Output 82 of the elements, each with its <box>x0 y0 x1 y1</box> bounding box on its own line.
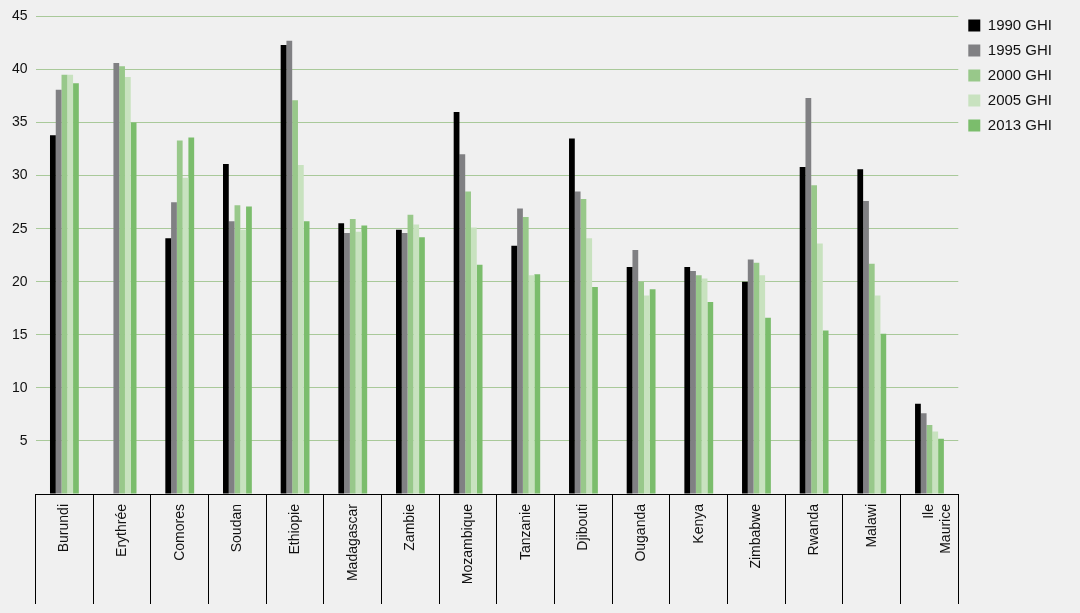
x-tick-label: Djibouti <box>574 504 591 551</box>
bar <box>695 275 702 494</box>
legend-label: 2000 GHI <box>987 65 1053 83</box>
y-tick-label: 30 <box>11 166 28 183</box>
bar <box>638 281 644 494</box>
bar <box>517 208 523 494</box>
x-tick-label: Mozambique <box>458 503 475 585</box>
bar <box>817 243 823 494</box>
legend-label: 1995 GHI <box>987 40 1053 58</box>
bar <box>643 295 650 494</box>
bar <box>690 271 696 494</box>
bar <box>413 224 420 494</box>
y-tick-label: 45 <box>11 7 28 24</box>
bar <box>592 287 598 494</box>
bar <box>920 413 927 494</box>
bar <box>344 232 350 494</box>
bar <box>176 140 183 494</box>
x-tick-label: Erythrée <box>112 503 129 557</box>
y-tick-label: 40 <box>11 60 28 77</box>
bar <box>246 206 252 494</box>
bar <box>811 185 817 494</box>
bar <box>240 229 247 494</box>
bar <box>73 83 79 494</box>
bar <box>822 330 829 494</box>
y-tick-label: 35 <box>11 113 28 130</box>
bar <box>470 227 477 494</box>
bar <box>459 154 466 494</box>
x-tick-label: Rwanda <box>804 503 821 556</box>
bar <box>171 202 177 494</box>
legend-label: 2013 GHI <box>987 115 1053 133</box>
bar <box>574 191 581 494</box>
legend-label: 2005 GHI <box>987 90 1053 108</box>
bar <box>303 221 310 494</box>
bar <box>868 263 875 494</box>
x-tick-label: Comores <box>170 504 187 561</box>
y-tick-label: 5 <box>19 431 28 448</box>
bar <box>67 74 74 494</box>
bar <box>747 259 754 494</box>
bar <box>932 431 939 494</box>
bar <box>419 237 425 494</box>
bar <box>228 221 235 494</box>
y-tick-label: 10 <box>11 378 28 395</box>
bar <box>765 317 771 494</box>
bar <box>124 76 131 494</box>
bar <box>55 89 62 494</box>
bar <box>286 40 293 494</box>
bar <box>349 219 356 494</box>
bar <box>805 98 812 494</box>
bar <box>759 275 766 494</box>
bar <box>522 216 529 494</box>
bar <box>632 249 639 494</box>
x-tick-label: Ouganda <box>631 503 648 562</box>
bar <box>476 264 483 494</box>
bar <box>863 201 869 494</box>
bar <box>938 438 944 494</box>
bar <box>586 238 593 494</box>
bar <box>465 191 471 494</box>
y-tick-label: 20 <box>11 272 28 289</box>
x-tick-label: Soudan <box>228 504 245 553</box>
bar <box>534 274 541 494</box>
bar <box>707 301 714 494</box>
x-tick-label: Madagascar <box>343 503 360 582</box>
x-tick-label: Zimbabwe <box>747 503 764 569</box>
y-tick-label: 25 <box>11 219 28 236</box>
bar <box>297 164 304 494</box>
x-tick-label: Ile Maurice <box>920 503 954 554</box>
bar <box>649 289 656 494</box>
bar <box>401 232 408 494</box>
y-tick-label: 15 <box>11 325 28 342</box>
bar <box>292 100 298 494</box>
bar <box>880 333 887 494</box>
x-tick-label: Malawi <box>862 504 879 548</box>
x-tick-label: Kenya <box>689 503 706 544</box>
x-tick-label: Zambie <box>401 503 418 551</box>
x-tick-label: Ethiopie <box>285 503 302 555</box>
bar <box>119 66 125 494</box>
bar <box>113 63 120 494</box>
bar <box>188 137 195 494</box>
legend-label: 1990 GHI <box>987 15 1053 33</box>
bar <box>361 225 368 494</box>
x-tick-label: Burundi <box>55 504 72 553</box>
x-tick-label: Tanzanie <box>516 503 533 561</box>
